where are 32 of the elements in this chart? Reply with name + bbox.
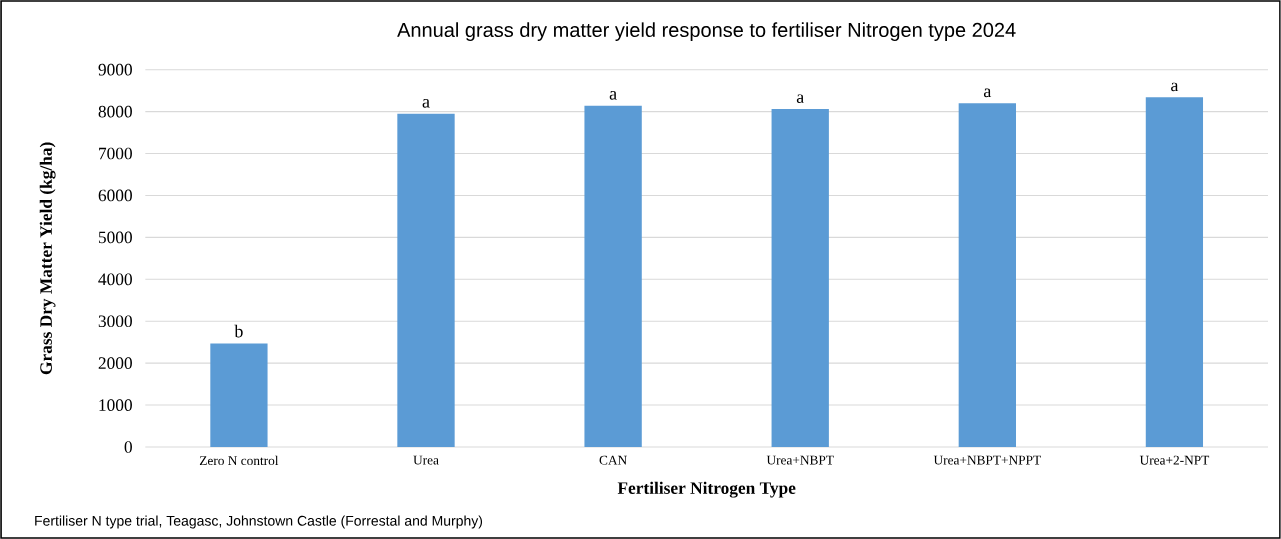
- bar: [397, 113, 455, 447]
- y-axis-title: Grass Dry Matter Yield (kg/ha): [39, 142, 56, 375]
- x-tick-label: Urea+NBPT+NPPT: [933, 455, 1041, 465]
- y-tick-label: 8000: [98, 105, 132, 118]
- y-tick-label: 1000: [99, 399, 132, 411]
- bar: [958, 103, 1016, 447]
- bar: [210, 343, 268, 447]
- data-label: a: [609, 91, 617, 100]
- y-tick-label: 5000: [98, 231, 132, 244]
- bar: [771, 109, 829, 447]
- x-tick-label: Urea+NBPT: [766, 455, 834, 465]
- x-tick-label: Urea+2-NPT: [1139, 455, 1210, 465]
- bar: [1145, 97, 1204, 447]
- chart-title: Annual grass dry matter yield response to fertiliser Nitrogen type 2024: [397, 22, 1016, 41]
- y-tick-label: 9000: [98, 63, 132, 76]
- bar: [584, 105, 642, 447]
- data-label: a: [796, 94, 804, 104]
- y-tick-label: 6000: [98, 189, 132, 202]
- x-tick-label: Urea: [413, 455, 439, 465]
- y-tick-label: 4000: [98, 273, 132, 286]
- data-label: b: [234, 324, 243, 338]
- data-label: a: [1171, 82, 1179, 92]
- x-tick-label: CAN: [599, 455, 627, 465]
- x-axis-title: Fertiliser Nitrogen Type: [617, 481, 796, 498]
- data-label: a: [422, 99, 430, 108]
- data-label: a: [983, 88, 992, 98]
- text: Fertiliser N type trial, Teagasc, Johnstown Castle (Forrestal and Murphy): [35, 515, 483, 529]
- y-tick-label: 3000: [98, 315, 132, 328]
- y-tick-label: 7000: [99, 147, 132, 160]
- y-tick-label: 2000: [98, 357, 132, 369]
- x-tick-label: Zero N control: [199, 455, 279, 466]
- y-tick-label: 0: [124, 441, 132, 453]
